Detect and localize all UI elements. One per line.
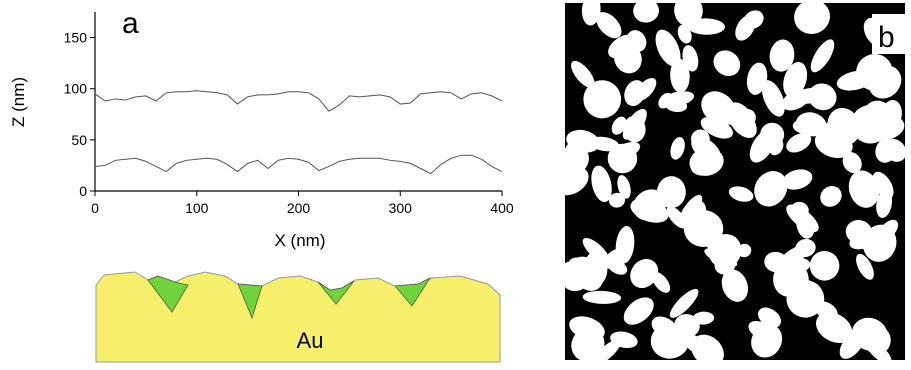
particle xyxy=(581,0,601,26)
particle xyxy=(769,39,795,72)
particle xyxy=(630,198,669,223)
particle xyxy=(608,192,625,208)
particle xyxy=(670,136,685,160)
label-box xyxy=(872,14,905,54)
particle xyxy=(617,175,631,199)
particle xyxy=(856,53,893,91)
particle xyxy=(582,290,622,304)
particle xyxy=(875,137,898,163)
x-axis-label: X (nm) xyxy=(275,231,326,250)
particle xyxy=(678,194,703,227)
y-tick-label: 50 xyxy=(71,132,87,148)
particle xyxy=(622,108,647,140)
profile-line xyxy=(94,90,503,112)
particle xyxy=(708,234,742,269)
x-tick-label: 400 xyxy=(490,200,514,216)
particle xyxy=(780,261,809,297)
particle xyxy=(613,43,642,74)
particle xyxy=(689,147,724,176)
particle xyxy=(863,325,891,355)
x-tick-label: 300 xyxy=(389,200,413,216)
particle xyxy=(610,331,638,349)
particle xyxy=(879,122,905,140)
particle xyxy=(674,0,703,27)
particle xyxy=(839,330,865,359)
particle xyxy=(677,24,692,44)
x-tick-label: 0 xyxy=(91,200,99,216)
particle xyxy=(815,312,853,343)
particle xyxy=(623,297,654,325)
particle xyxy=(730,108,756,131)
y-tick-label: 150 xyxy=(64,30,88,46)
particle xyxy=(810,39,835,73)
particle xyxy=(624,80,646,107)
particle xyxy=(562,141,581,181)
particle xyxy=(861,187,878,206)
particle xyxy=(674,314,700,338)
x-tick-label: 200 xyxy=(287,200,311,216)
particle xyxy=(856,253,874,280)
particle xyxy=(862,224,897,262)
particle xyxy=(655,29,681,67)
particle xyxy=(611,116,627,135)
particle xyxy=(682,45,699,72)
particle xyxy=(782,169,813,190)
diagram-label: Au xyxy=(297,328,324,353)
particle xyxy=(633,0,659,23)
au-diagram: Au xyxy=(95,271,501,363)
y-tick-label: 100 xyxy=(64,81,88,97)
particle xyxy=(607,143,638,174)
profile-line xyxy=(94,154,503,175)
particle xyxy=(697,214,716,240)
panel-label: a xyxy=(122,7,139,40)
particle xyxy=(559,260,589,292)
particle xyxy=(583,80,622,119)
particle xyxy=(651,316,678,339)
particle xyxy=(748,321,775,341)
particle xyxy=(778,244,810,267)
panel-label: b xyxy=(878,21,895,54)
particle xyxy=(761,80,785,117)
particle xyxy=(820,186,842,207)
particle xyxy=(566,129,600,153)
particle xyxy=(669,288,699,318)
particle xyxy=(571,327,605,362)
particle xyxy=(809,250,840,281)
particle xyxy=(701,91,736,125)
particle xyxy=(670,58,690,93)
particle xyxy=(728,186,754,202)
particle xyxy=(794,0,830,35)
y-axis-label: Z (nm) xyxy=(9,77,28,127)
micrograph xyxy=(553,0,907,367)
x-tick-label: 100 xyxy=(185,200,209,216)
particle xyxy=(808,83,837,111)
particle xyxy=(743,10,764,29)
particle xyxy=(786,204,819,233)
particle xyxy=(571,60,595,88)
particle xyxy=(591,165,612,203)
particle xyxy=(786,133,812,153)
particle xyxy=(690,129,710,149)
particle xyxy=(754,170,788,207)
particle xyxy=(872,171,894,199)
particle xyxy=(685,334,702,352)
particle xyxy=(760,122,785,147)
particle xyxy=(795,112,827,137)
particle xyxy=(630,258,659,289)
particle xyxy=(842,152,862,174)
particle xyxy=(596,12,622,39)
particle xyxy=(607,259,628,275)
particle xyxy=(658,92,673,109)
particle xyxy=(591,339,622,367)
particle xyxy=(783,61,808,98)
particle xyxy=(687,18,725,35)
particle xyxy=(713,50,741,77)
particle xyxy=(553,166,589,196)
y-tick-label: 0 xyxy=(79,183,87,199)
particle xyxy=(822,121,844,141)
particle xyxy=(721,269,749,302)
